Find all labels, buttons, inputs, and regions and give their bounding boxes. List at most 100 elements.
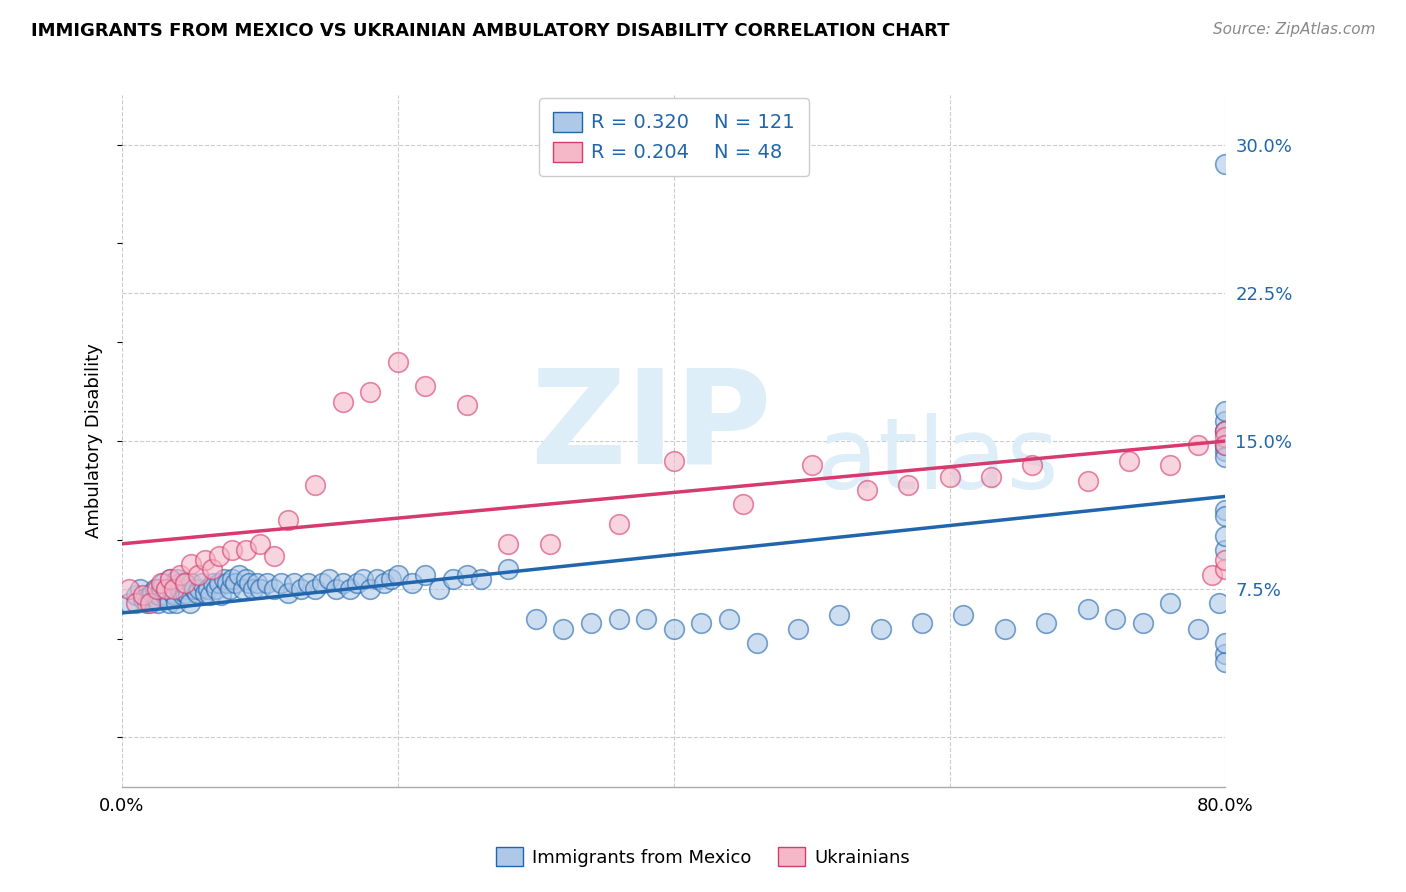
Point — [869, 622, 891, 636]
Point — [218, 582, 240, 597]
Point — [745, 635, 768, 649]
Point — [538, 537, 561, 551]
Point — [149, 582, 172, 597]
Point — [524, 612, 547, 626]
Point — [155, 582, 177, 597]
Point — [232, 582, 254, 597]
Point — [553, 622, 575, 636]
Text: atlas: atlas — [817, 413, 1059, 510]
Point — [125, 588, 148, 602]
Point — [235, 573, 257, 587]
Point — [1159, 596, 1181, 610]
Point — [153, 588, 176, 602]
Point — [138, 588, 160, 602]
Point — [1215, 509, 1237, 524]
Point — [1187, 622, 1209, 636]
Point — [132, 588, 155, 602]
Point — [1215, 529, 1237, 543]
Point — [169, 576, 191, 591]
Point — [359, 384, 381, 399]
Point — [731, 497, 754, 511]
Point — [169, 568, 191, 582]
Point — [129, 582, 152, 597]
Point — [1215, 542, 1237, 557]
Point — [145, 582, 167, 597]
Point — [366, 573, 388, 587]
Point — [897, 477, 920, 491]
Point — [172, 588, 194, 602]
Point — [636, 612, 658, 626]
Point — [177, 588, 200, 602]
Point — [1215, 404, 1237, 418]
Point — [380, 573, 402, 587]
Point — [249, 582, 271, 597]
Point — [1215, 450, 1237, 464]
Point — [1215, 438, 1237, 452]
Point — [187, 568, 209, 582]
Y-axis label: Ambulatory Disability: Ambulatory Disability — [86, 343, 103, 539]
Point — [1215, 444, 1237, 458]
Legend: R = 0.320    N = 121, R = 0.204    N = 48: R = 0.320 N = 121, R = 0.204 N = 48 — [538, 98, 808, 176]
Point — [1208, 596, 1230, 610]
Point — [470, 573, 492, 587]
Point — [1215, 424, 1237, 438]
Point — [304, 477, 326, 491]
Point — [283, 576, 305, 591]
Point — [118, 582, 141, 597]
Point — [212, 573, 235, 587]
Legend: Immigrants from Mexico, Ukrainians: Immigrants from Mexico, Ukrainians — [488, 840, 918, 874]
Point — [1215, 424, 1237, 438]
Point — [856, 483, 879, 498]
Point — [194, 552, 217, 566]
Point — [1215, 414, 1237, 428]
Point — [1215, 562, 1237, 576]
Point — [427, 582, 450, 597]
Point — [156, 592, 179, 607]
Point — [277, 586, 299, 600]
Point — [228, 568, 250, 582]
Point — [146, 596, 169, 610]
Point — [207, 549, 229, 563]
Point — [1118, 454, 1140, 468]
Point — [415, 568, 437, 582]
Point — [186, 586, 208, 600]
Point — [579, 615, 602, 630]
Point — [238, 576, 260, 591]
Point — [170, 584, 193, 599]
Point — [180, 576, 202, 591]
Point — [1104, 612, 1126, 626]
Point — [155, 582, 177, 597]
Point — [163, 588, 186, 602]
Point — [149, 576, 172, 591]
Point — [1201, 568, 1223, 582]
Point — [1215, 430, 1237, 444]
Point — [263, 582, 285, 597]
Text: IMMIGRANTS FROM MEXICO VS UKRAINIAN AMBULATORY DISABILITY CORRELATION CHART: IMMIGRANTS FROM MEXICO VS UKRAINIAN AMBU… — [31, 22, 949, 40]
Point — [180, 557, 202, 571]
Point — [200, 588, 222, 602]
Point — [332, 394, 354, 409]
Point — [401, 576, 423, 591]
Text: ZIP: ZIP — [530, 364, 772, 491]
Point — [256, 576, 278, 591]
Point — [125, 596, 148, 610]
Point — [132, 592, 155, 607]
Point — [163, 582, 186, 597]
Point — [176, 582, 198, 597]
Point — [1215, 656, 1237, 670]
Point — [1215, 438, 1237, 452]
Point — [191, 576, 214, 591]
Point — [201, 562, 224, 576]
Point — [138, 596, 160, 610]
Point — [246, 576, 269, 591]
Point — [165, 596, 187, 610]
Point — [224, 576, 246, 591]
Point — [938, 469, 960, 483]
Point — [179, 596, 201, 610]
Point — [209, 588, 232, 602]
Point — [359, 582, 381, 597]
Point — [980, 469, 1002, 483]
Point — [1187, 438, 1209, 452]
Point — [607, 612, 630, 626]
Point — [183, 582, 205, 597]
